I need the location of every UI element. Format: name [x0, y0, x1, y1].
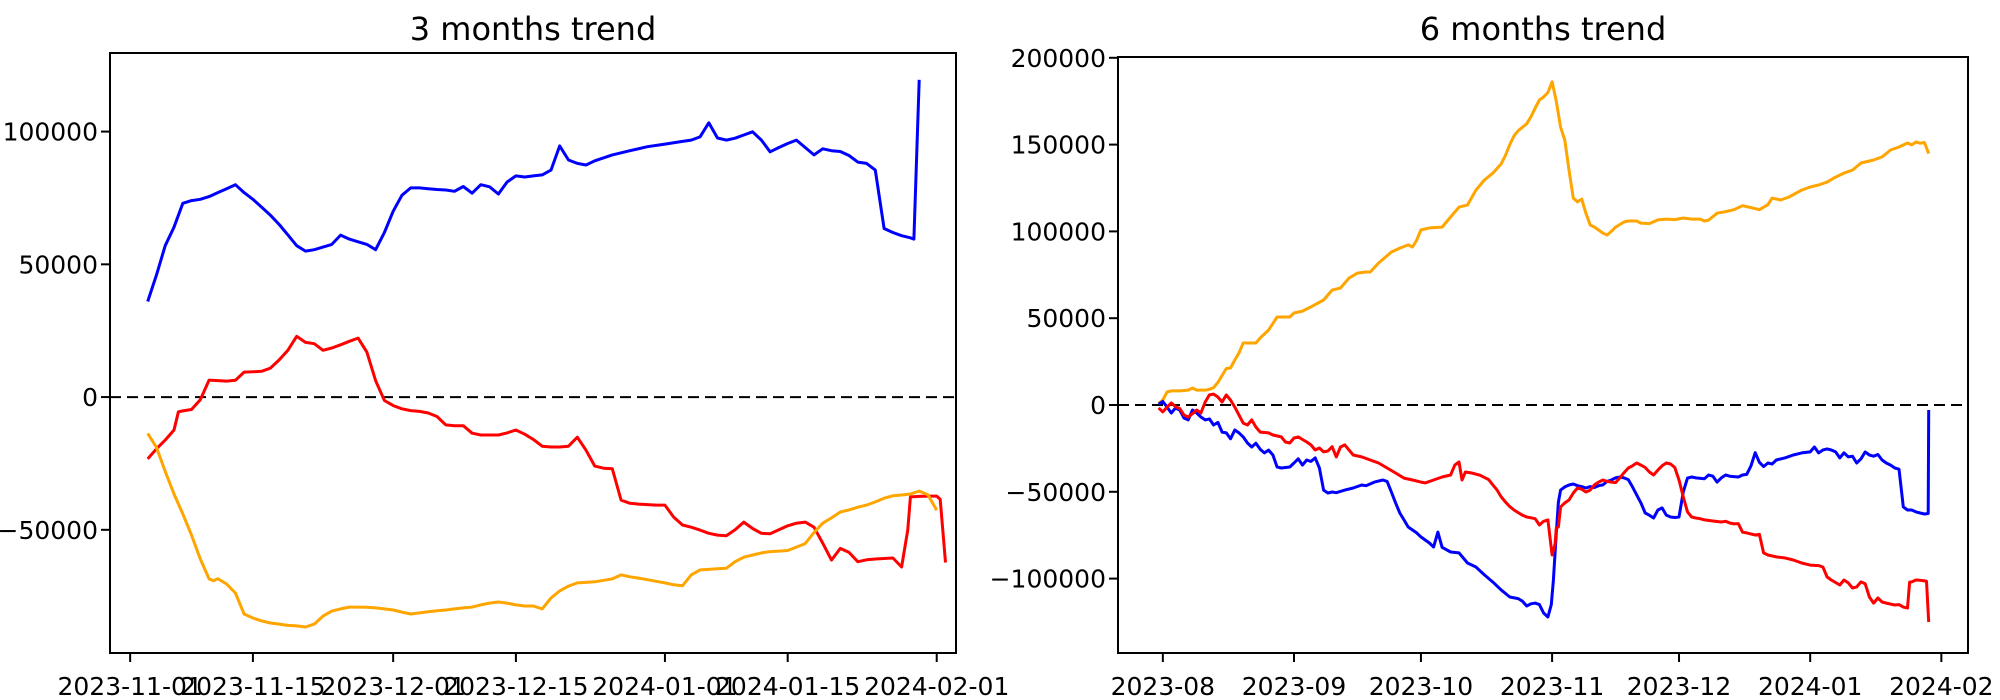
- x-tick-label-3-months: 2024-01-15: [715, 672, 860, 700]
- x-tick-label-6-months: 2023-10: [1369, 672, 1473, 700]
- x-tick-label-3-months: 2023-12-15: [443, 672, 588, 700]
- x-tick-label-3-months: 2023-12-01: [321, 672, 466, 700]
- plot-border-3-months: [109, 52, 957, 654]
- x-tick-label-6-months: 2023-11: [1500, 672, 1604, 700]
- trend-line-orange-6-months: [1157, 80, 1931, 405]
- chart-title-6-months: 6 months trend: [1419, 10, 1667, 48]
- y-tick-label-6-months: 100000: [1011, 217, 1106, 246]
- y-tick-label-6-months: −100000: [990, 565, 1106, 594]
- y-tick-label-3-months: 0: [82, 383, 98, 412]
- x-tick-label-6-months: 2023-09: [1242, 672, 1346, 700]
- y-tick-label-6-months: −50000: [1006, 478, 1106, 507]
- y-tick-label-6-months: 50000: [1026, 304, 1106, 333]
- plot-border-6-months: [1117, 56, 1969, 654]
- x-tick-label-3-months: 2023-11-01: [58, 672, 203, 700]
- trend-line-orange-3-months: [146, 432, 939, 629]
- y-tick-label-6-months: 150000: [1011, 131, 1106, 160]
- y-tick-label-6-months: 200000: [1011, 44, 1106, 73]
- y-tick-label-6-months: 0: [1090, 391, 1106, 420]
- trend-line-blue-3-months: [146, 79, 921, 302]
- y-tick-label-3-months: 100000: [3, 118, 98, 147]
- trend-line-red-3-months: [146, 334, 947, 569]
- x-tick-label-6-months: 2023-08: [1111, 672, 1215, 700]
- chart-title-3-months: 3 months trend: [409, 10, 657, 48]
- x-tick-label-3-months: 2024-02-01: [864, 672, 1009, 700]
- trend-line-blue-6-months: [1157, 400, 1931, 619]
- x-tick-label-6-months: 2024-02: [1889, 672, 1993, 700]
- trend-line-red-6-months: [1157, 392, 1931, 623]
- y-tick-label-3-months: 50000: [18, 250, 98, 279]
- x-tick-label-3-months: 2023-11-15: [180, 672, 325, 700]
- x-tick-label-6-months: 2023-12: [1627, 672, 1731, 700]
- x-tick-label-6-months: 2024-01: [1758, 672, 1862, 700]
- y-tick-label-3-months: −50000: [0, 516, 98, 545]
- x-tick-label-3-months: 2024-01-01: [592, 672, 737, 700]
